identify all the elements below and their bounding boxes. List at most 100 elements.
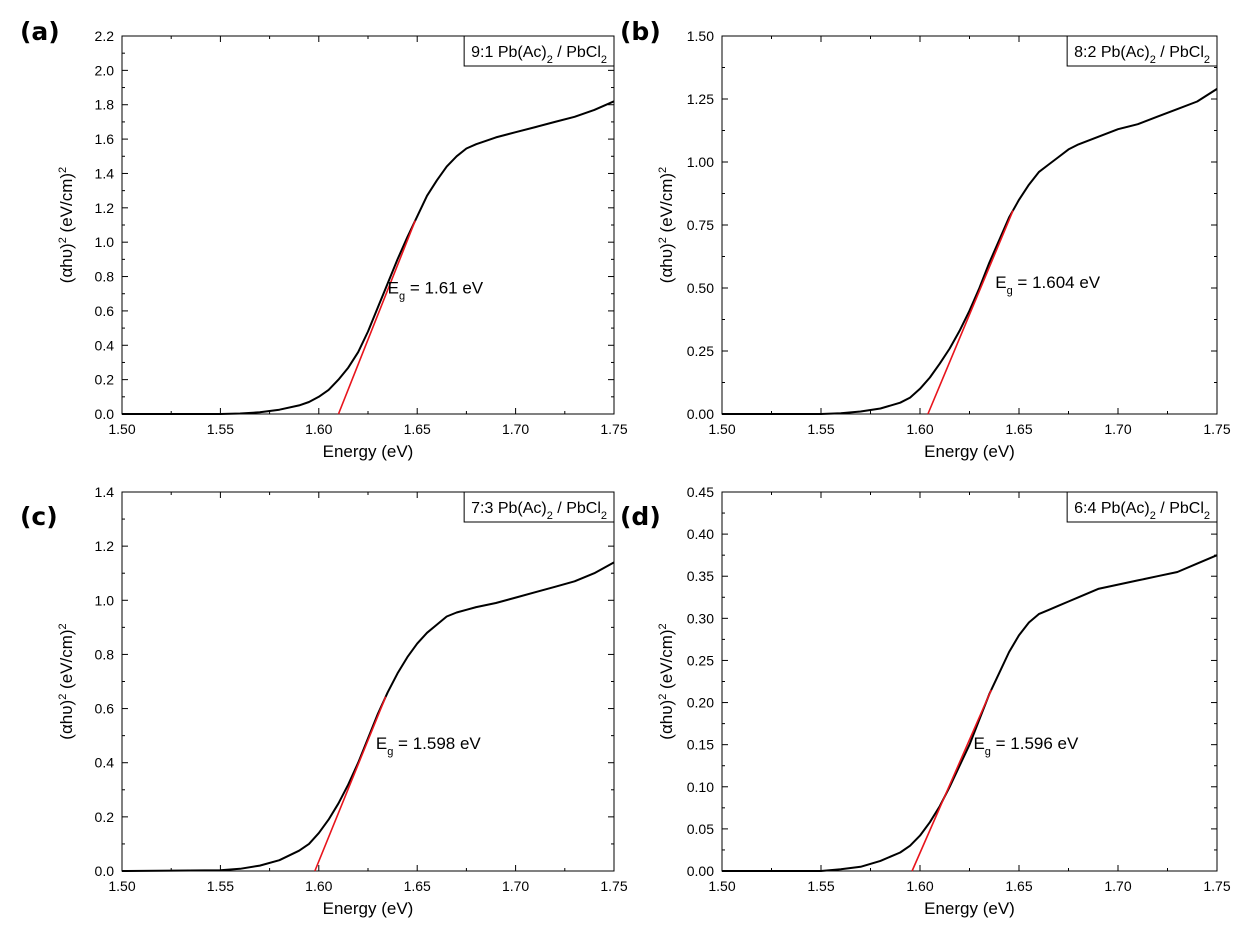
y-tick-label: 0.4 bbox=[95, 337, 115, 353]
eg-annotation: Eg = 1.598 eV bbox=[376, 734, 482, 758]
panel-d: (d) 1.50 1.55 1.60 1.65 1.70 1.75 0.00 0.05 0.10 0… bbox=[620, 484, 1231, 918]
x-tick-label: 1.70 bbox=[502, 878, 529, 894]
x-tick-label: 1.65 bbox=[1005, 878, 1032, 894]
legend-box bbox=[1066, 35, 1218, 67]
legend-label: 6:4 Pb(Ac)2 / PbCl2 bbox=[1074, 500, 1210, 522]
legend-subscript: 2 bbox=[547, 54, 553, 66]
y-tick-label: 0.10 bbox=[687, 779, 714, 795]
y-tick-label: 1.00 bbox=[687, 154, 714, 170]
ylabel-units: (eV/cm) bbox=[657, 629, 676, 693]
y-tick-label: 0.00 bbox=[687, 406, 714, 422]
ylabel-units: (eV/cm) bbox=[657, 173, 676, 237]
ylabel-superscript: 2 bbox=[57, 623, 69, 629]
eg-subscript: g bbox=[387, 746, 393, 758]
x-tick-label: 1.60 bbox=[305, 421, 332, 437]
legend-pbcl: / PbCl bbox=[1156, 44, 1204, 61]
panel-a: (a) 1.50 1.55 1.60 1.65 1.70 1.75 0.0 0.2 0.4 0.6 0… bbox=[20, 17, 628, 461]
legend-subscript: 2 bbox=[1204, 510, 1210, 522]
panel-b: (b) 1.50 1.55 1.60 1.65 1.70 1.75 0.00 0.25 0.50 0… bbox=[620, 17, 1231, 461]
x-tick-label: 1.75 bbox=[1203, 878, 1230, 894]
ylabel-superscript: 2 bbox=[657, 623, 669, 629]
legend-label: 8:2 Pb(Ac)2 / PbCl2 bbox=[1074, 44, 1210, 66]
absorption-curve bbox=[122, 100, 615, 415]
ylabel-superscript: 2 bbox=[657, 167, 669, 173]
legend-box bbox=[463, 491, 615, 523]
y-tick-label: 0.0 bbox=[95, 406, 115, 422]
y-tick-label: 0.8 bbox=[95, 269, 115, 285]
y-tick-label: 2.2 bbox=[95, 28, 115, 44]
legend: 7:3 Pb(Ac)2 / PbCl2 bbox=[463, 491, 615, 523]
x-tick-label: 1.75 bbox=[1203, 421, 1230, 437]
x-tick-label: 1.75 bbox=[600, 421, 627, 437]
x-tick-label: 1.65 bbox=[404, 421, 431, 437]
x-tick-label: 1.50 bbox=[108, 421, 135, 437]
y-tick-label: 0.15 bbox=[687, 737, 714, 753]
y-axis-title: (αhυ)2 (eV/cm)2 bbox=[57, 623, 76, 739]
eg-value: = 1.596 eV bbox=[991, 734, 1079, 753]
x-tick-label: 1.55 bbox=[207, 878, 234, 894]
x-tick-label: 1.55 bbox=[207, 421, 234, 437]
y-tick-label: 1.4 bbox=[95, 484, 115, 500]
legend-subscript: 2 bbox=[1150, 510, 1156, 522]
legend-ratio-pbac: 7:3 Pb(Ac) bbox=[471, 500, 547, 517]
linear-fit-line bbox=[927, 210, 1014, 415]
y-tick-label: 0.6 bbox=[95, 303, 115, 319]
y-axis-title: (αhυ)2 (eV/cm)2 bbox=[57, 167, 76, 283]
y-tick-label: 0.45 bbox=[687, 484, 714, 500]
y-tick-label: 1.25 bbox=[687, 91, 714, 107]
x-tick-label: 1.50 bbox=[708, 421, 735, 437]
eg-subscript: g bbox=[985, 746, 991, 758]
legend-label: 7:3 Pb(Ac)2 / PbCl2 bbox=[471, 500, 607, 522]
y-tick-label: 0.35 bbox=[687, 568, 714, 584]
legend-subscript: 2 bbox=[601, 54, 607, 66]
y-tick-label: 0.25 bbox=[687, 343, 714, 359]
legend-box bbox=[463, 35, 615, 67]
ylabel-superscript: 2 bbox=[57, 237, 69, 243]
y-tick-label: 1.0 bbox=[95, 592, 115, 608]
legend-pbcl: / PbCl bbox=[1156, 500, 1204, 517]
legend-pbcl: / PbCl bbox=[553, 44, 601, 61]
x-tick-label: 1.65 bbox=[1005, 421, 1032, 437]
linear-fit-line bbox=[911, 689, 993, 872]
legend-box bbox=[1066, 491, 1218, 523]
eg-symbol: E bbox=[376, 734, 387, 753]
linear-fit-line bbox=[314, 696, 387, 872]
y-tick-label: 1.50 bbox=[687, 28, 714, 44]
x-tick-label: 1.70 bbox=[502, 421, 529, 437]
eg-value: = 1.598 eV bbox=[393, 734, 481, 753]
legend-label: 9:1 Pb(Ac)2 / PbCl2 bbox=[471, 44, 607, 66]
y-tick-label: 0.75 bbox=[687, 217, 714, 233]
eg-subscript: g bbox=[1007, 285, 1013, 297]
y-tick-label: 1.8 bbox=[95, 97, 115, 113]
x-tick-label: 1.50 bbox=[108, 878, 135, 894]
legend-subscript: 2 bbox=[547, 510, 553, 522]
absorption-curve bbox=[121, 561, 615, 872]
y-tick-label: 0.25 bbox=[687, 652, 714, 668]
x-axis-title: Energy (eV) bbox=[323, 899, 414, 918]
eg-value: = 1.61 eV bbox=[405, 279, 484, 298]
y-tick-label: 0.00 bbox=[687, 863, 714, 879]
ylabel-units: (eV/cm) bbox=[57, 629, 76, 693]
y-tick-label: 2.0 bbox=[95, 62, 115, 78]
absorption-curve bbox=[722, 554, 1218, 872]
eg-value: = 1.604 eV bbox=[1013, 273, 1101, 292]
plot-frame bbox=[721, 35, 1218, 415]
x-axis-title: Energy (eV) bbox=[924, 899, 1015, 918]
legend-subscript: 2 bbox=[1150, 54, 1156, 66]
y-tick-label: 1.2 bbox=[95, 200, 115, 216]
eg-annotation: Eg = 1.61 eV bbox=[388, 279, 484, 303]
y-tick-label: 1.6 bbox=[95, 131, 115, 147]
linear-fit-line bbox=[337, 220, 416, 415]
ylabel-base: (αhυ) bbox=[657, 700, 676, 740]
y-tick-label: 0.0 bbox=[95, 863, 115, 879]
x-tick-label: 1.75 bbox=[600, 878, 627, 894]
y-tick-label: 0.50 bbox=[687, 280, 714, 296]
ylabel-base: (αhυ) bbox=[57, 700, 76, 740]
y-axis-title: (αhυ)2 (eV/cm)2 bbox=[657, 623, 676, 739]
x-axis-title: Energy (eV) bbox=[323, 442, 414, 461]
panel-label: (b) bbox=[620, 17, 661, 46]
x-tick-label: 1.70 bbox=[1104, 421, 1131, 437]
plot-frame bbox=[721, 491, 1218, 872]
y-tick-label: 0.8 bbox=[95, 646, 115, 662]
